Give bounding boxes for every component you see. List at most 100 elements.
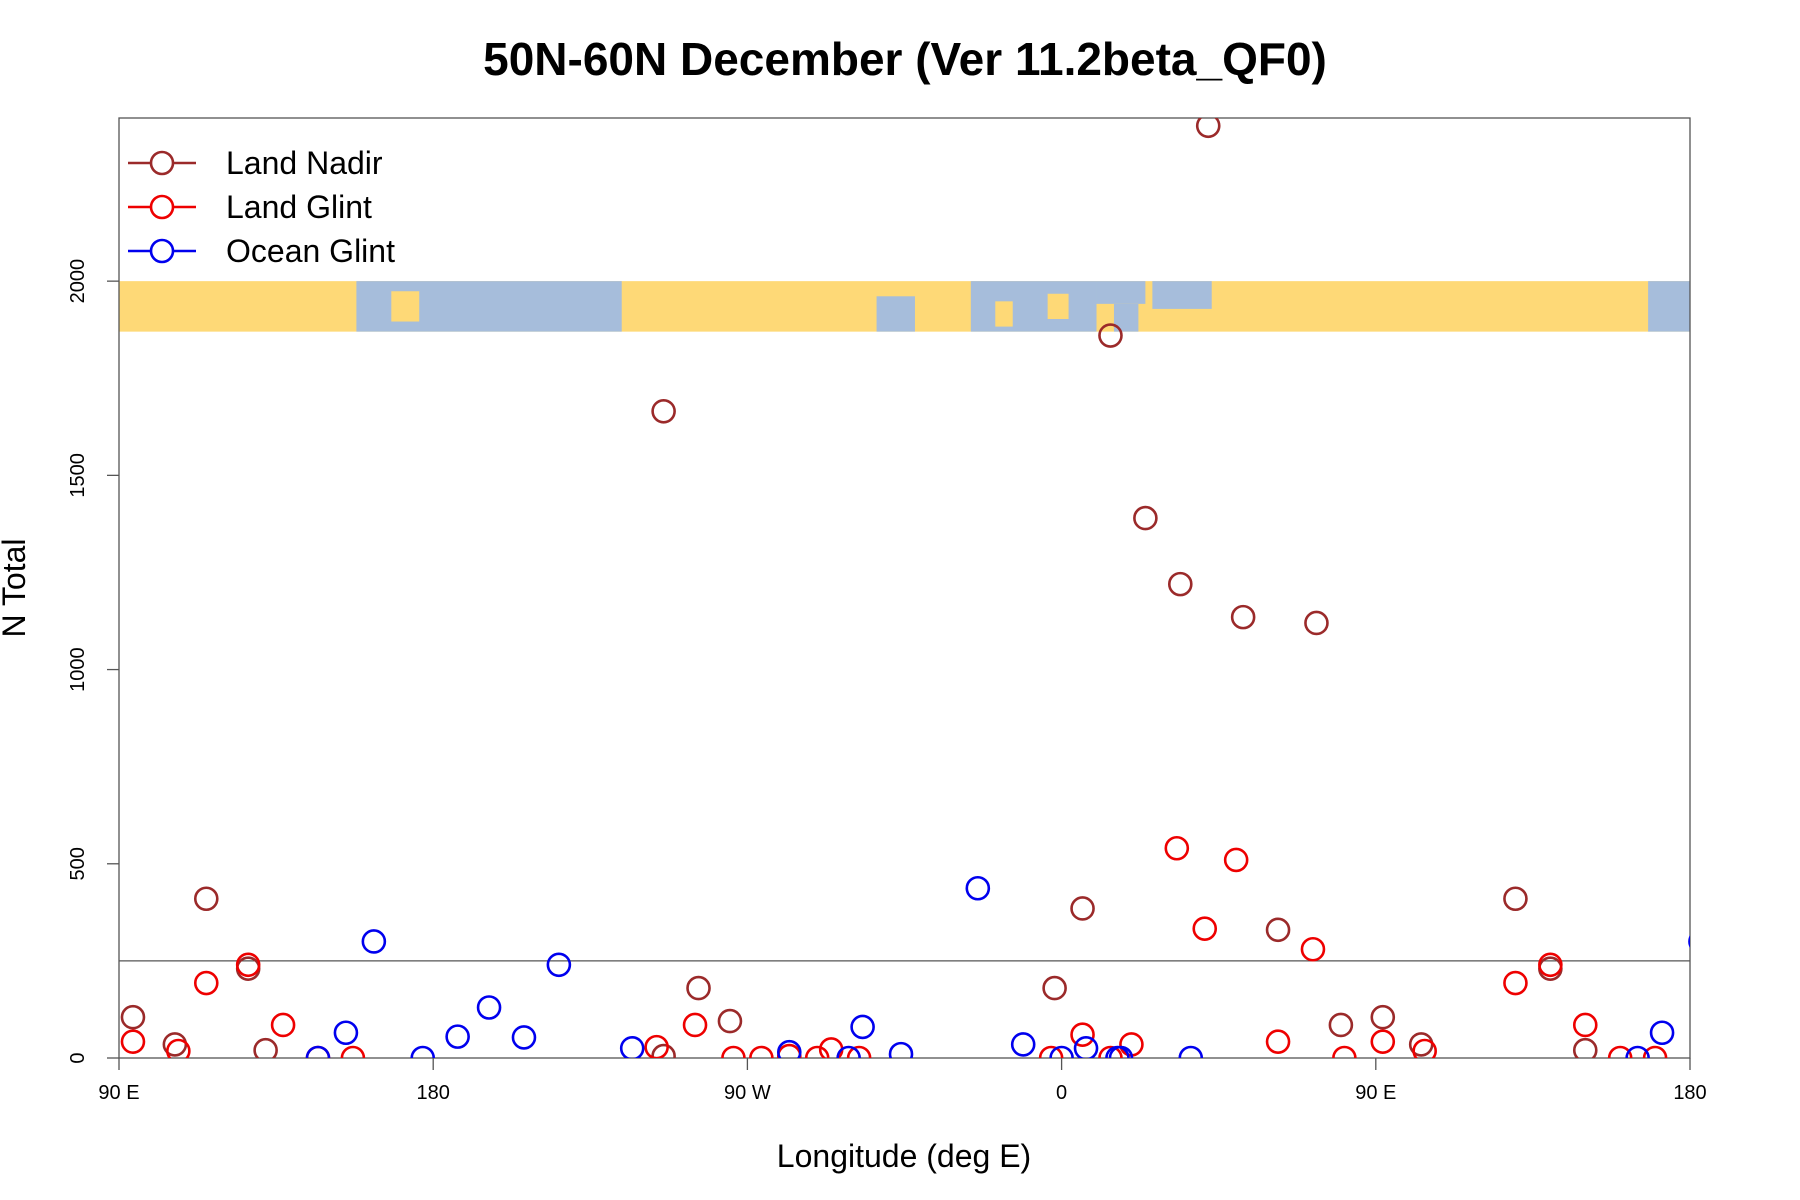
data-point bbox=[651, 398, 676, 424]
map-band-ocean bbox=[1648, 281, 1690, 332]
x-tick-label: 180 bbox=[417, 1082, 450, 1104]
data-point bbox=[1304, 610, 1329, 636]
data-point bbox=[333, 1020, 359, 1046]
legend-label: Ocean Glint bbox=[226, 233, 395, 269]
data-point bbox=[193, 970, 219, 996]
data-point bbox=[270, 1012, 296, 1038]
legend-marker bbox=[149, 238, 175, 264]
legend-label: Land Glint bbox=[226, 189, 372, 225]
map-band-land bbox=[1047, 293, 1069, 320]
data-point bbox=[445, 1024, 470, 1049]
x-tick-label: 90 E bbox=[1355, 1082, 1396, 1104]
map-band-land bbox=[995, 301, 1013, 327]
data-point bbox=[1572, 1037, 1598, 1058]
data-point bbox=[235, 952, 261, 978]
map-band-ocean bbox=[970, 281, 1097, 332]
x-tick-label: 90 E bbox=[98, 1082, 139, 1104]
data-points bbox=[120, 118, 1781, 1069]
data-point bbox=[546, 952, 572, 978]
data-point bbox=[1625, 1045, 1650, 1058]
data-point bbox=[1164, 835, 1190, 861]
legend-item: Land Glint bbox=[128, 189, 372, 225]
data-point bbox=[1300, 936, 1326, 962]
data-point bbox=[1642, 1045, 1668, 1058]
data-point bbox=[686, 975, 711, 1001]
y-tick-label: 1000 bbox=[67, 647, 89, 692]
data-point bbox=[1038, 1045, 1064, 1058]
data-point bbox=[193, 886, 219, 912]
x-tick-label: 90 W bbox=[724, 1082, 771, 1104]
legend: Land Nadir Land Glint Ocean Glint bbox=[128, 145, 395, 269]
data-point bbox=[511, 1025, 537, 1050]
data-point bbox=[836, 1045, 861, 1058]
data-point bbox=[1070, 896, 1095, 921]
data-point bbox=[410, 1045, 436, 1058]
x-tick-label: 180 bbox=[1673, 1082, 1706, 1104]
data-point bbox=[1572, 1012, 1598, 1038]
legend-marker bbox=[149, 194, 175, 220]
map-band-ocean bbox=[1096, 281, 1146, 304]
data-point bbox=[166, 1038, 191, 1058]
data-point bbox=[1223, 847, 1249, 873]
legend-label: Land Nadir bbox=[226, 145, 383, 181]
data-point bbox=[1230, 604, 1256, 630]
map-band-ocean bbox=[876, 296, 915, 332]
data-point bbox=[1688, 935, 1690, 948]
data-point bbox=[846, 1045, 872, 1058]
data-point bbox=[717, 1008, 743, 1034]
legend-item: Ocean Glint bbox=[128, 233, 395, 269]
chart-title: 50N-60N December (Ver 11.2beta_QF0) bbox=[483, 33, 1327, 85]
map-band-ocean bbox=[1152, 281, 1212, 309]
data-point bbox=[1328, 1012, 1354, 1038]
data-point bbox=[340, 1045, 366, 1058]
x-axis-label: Longitude (deg E) bbox=[777, 1138, 1031, 1174]
data-point bbox=[253, 1037, 278, 1058]
data-point bbox=[1167, 571, 1193, 597]
y-tick-label: 2000 bbox=[67, 259, 89, 304]
data-point bbox=[721, 1045, 746, 1058]
series-ocean-glint bbox=[305, 875, 1781, 1069]
data-point bbox=[776, 1043, 802, 1058]
data-point bbox=[682, 1012, 708, 1038]
x-tick-label: 0 bbox=[1056, 1082, 1067, 1104]
data-point bbox=[1070, 1022, 1095, 1047]
data-point bbox=[1073, 1035, 1099, 1058]
data-point bbox=[305, 1045, 331, 1058]
data-point bbox=[1607, 1045, 1633, 1058]
data-point bbox=[1010, 1032, 1036, 1057]
data-point bbox=[1195, 118, 1221, 139]
plot-area bbox=[118, 117, 1691, 1059]
y-axis: 0 500 1000 1500 2000 bbox=[67, 259, 119, 1064]
legend-marker bbox=[149, 150, 175, 176]
data-point bbox=[1178, 1045, 1204, 1058]
data-point bbox=[1098, 323, 1123, 348]
data-point bbox=[1503, 970, 1528, 996]
data-point bbox=[1042, 975, 1067, 1001]
data-point bbox=[1759, 1047, 1781, 1069]
map-band-land bbox=[391, 291, 420, 322]
data-point bbox=[1049, 1045, 1074, 1058]
data-point bbox=[1332, 1045, 1357, 1058]
data-point bbox=[120, 1004, 146, 1030]
y-tick-label: 500 bbox=[67, 847, 89, 880]
data-point bbox=[1133, 505, 1158, 531]
y-axis-label: N Total bbox=[0, 538, 32, 637]
data-point bbox=[804, 1045, 830, 1058]
data-point bbox=[361, 929, 387, 954]
data-point bbox=[1503, 886, 1528, 912]
data-point bbox=[1265, 1029, 1291, 1054]
series-land-glint bbox=[120, 835, 1668, 1058]
data-point bbox=[888, 1041, 914, 1058]
data-point bbox=[1649, 1020, 1675, 1046]
data-point bbox=[1538, 952, 1563, 978]
data-point bbox=[644, 1034, 669, 1058]
data-point bbox=[1265, 917, 1291, 943]
data-point bbox=[619, 1035, 645, 1058]
data-point bbox=[1412, 1038, 1437, 1058]
data-point bbox=[965, 875, 991, 901]
data-point bbox=[1098, 1045, 1123, 1058]
data-point bbox=[1108, 1045, 1134, 1058]
data-point bbox=[776, 1039, 802, 1058]
data-point bbox=[476, 995, 502, 1020]
